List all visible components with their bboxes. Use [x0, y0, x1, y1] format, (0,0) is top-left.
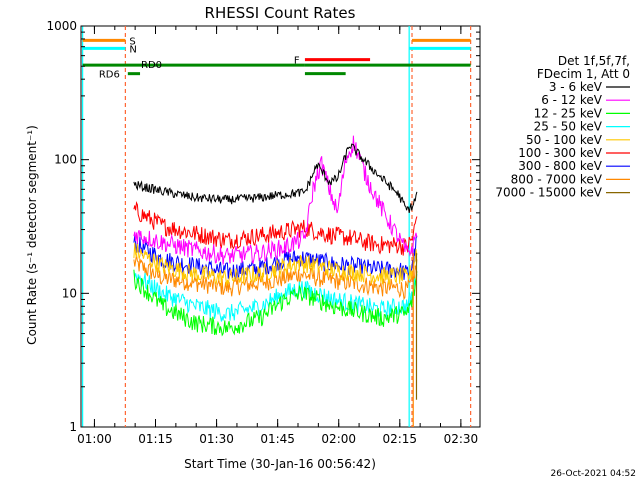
- x-tick-label: 02:15: [382, 432, 417, 446]
- y-tick-label: 100: [54, 153, 77, 167]
- x-tick-label: 01:30: [199, 432, 234, 446]
- flag-label: RD0: [141, 60, 162, 71]
- legend-header: FDecim 1, Att 0: [537, 67, 630, 81]
- legend-entry-label: 12 - 25 keV: [534, 106, 603, 120]
- series-line: [133, 135, 418, 265]
- series-line: [133, 270, 418, 322]
- chart-title: RHESSI Count Rates: [205, 4, 356, 22]
- flag-label: F: [294, 56, 300, 67]
- legend-entry-label: 25 - 50 keV: [534, 120, 603, 134]
- flag-label: RD6: [99, 70, 120, 81]
- legend-entry-label: 6 - 12 keV: [541, 93, 603, 107]
- series-line: [133, 242, 418, 286]
- legend-entry-label: 3 - 6 keV: [549, 80, 603, 94]
- y-tick-label: 1: [69, 420, 77, 434]
- y-axis-label: Count Rate (s⁻¹ detector segment⁻¹): [25, 125, 39, 345]
- plot-frame: [80, 25, 481, 428]
- vertical-markers: [82, 26, 472, 427]
- state-flags: SN F RD0 RD6: [82, 36, 471, 81]
- y-tick-label: 1000: [46, 19, 77, 33]
- legend-entry-label: 7000 - 15000 keV: [495, 186, 602, 200]
- flag-label: S: [129, 36, 135, 47]
- x-tick-label: 02:30: [444, 432, 479, 446]
- x-tick-label: 01:00: [77, 432, 112, 446]
- series-line: [133, 200, 418, 256]
- series-lines: [133, 135, 418, 427]
- flag-label: N: [129, 44, 136, 55]
- x-axis-label: Start Time (30-Jan-16 00:56:42): [184, 457, 376, 471]
- series-line: [133, 269, 418, 337]
- series-line: [133, 143, 418, 213]
- legend-header: Det 1f,5f,7f,: [558, 54, 630, 68]
- legend-entry-label: 800 - 7000 keV: [511, 172, 603, 186]
- axes: 01:00 01:15 01:30 01:45 02:00 02:15 02:30 1 10 10…: [46, 19, 480, 446]
- x-tick-label: 01:15: [138, 432, 173, 446]
- legend-entry-label: 100 - 300 keV: [518, 146, 602, 160]
- x-tick-label: 02:00: [321, 432, 356, 446]
- y-tick-label: 10: [62, 286, 77, 300]
- legend-entry-label: 50 - 100 keV: [526, 133, 603, 147]
- x-tick-label: 01:45: [260, 432, 295, 446]
- legend-entry-label: 300 - 800 keV: [518, 159, 602, 173]
- footer-date: 26-Oct-2021 04:52: [551, 469, 636, 479]
